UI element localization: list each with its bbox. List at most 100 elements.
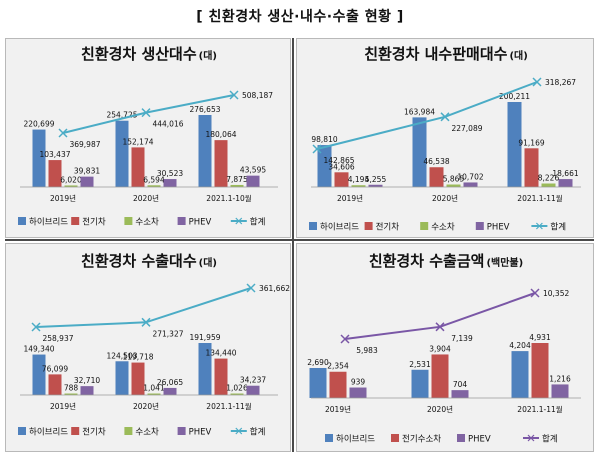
bar [334,172,349,187]
bar [147,393,161,395]
bar [246,385,260,395]
bar [80,176,94,187]
bar [507,102,522,187]
total-point-marker [58,128,68,138]
chart-panel-export-units: 친환경차 수출대수 (대) 149,340 76,099 788 32,710 2019년 1… [5,243,291,452]
bar [32,129,46,187]
category-tick-label: 2019년 [50,193,76,203]
legend-label: 전기수소차 [402,434,441,445]
bar [198,115,212,187]
category-tick-label: 2019년 [50,401,76,411]
legend-label: 하이브리드 [29,427,68,438]
legend-swatch [420,222,429,230]
bar-data-label: 103,437 [39,150,70,159]
legend-swatch [177,217,186,225]
bar-data-label: 34,606 [328,162,354,171]
legend-label: PHEV [189,218,212,228]
bar-data-label: 134,440 [205,349,236,358]
legend-swatch [18,427,26,435]
bar-data-label: 4,931 [529,333,551,342]
total-point [141,317,151,327]
legend-label: 수소차 [135,428,159,438]
bar [463,182,478,187]
legend-label: PHEV [487,223,510,233]
legend-item: 하이브리드 [18,217,68,228]
bar [115,361,129,395]
legend-item: 수소차 [124,217,159,228]
legend-label: 합계 [542,434,558,445]
bar-data-label: 3,904 [429,344,451,353]
total-point [31,322,41,332]
bar-data-label: 2,531 [409,360,431,369]
category-tick-label: 2019년 [325,404,351,414]
legend-label: 전기차 [82,427,106,438]
legend-swatch [364,222,373,230]
category-tick-label: 2020년 [133,401,159,411]
bar-data-label: 276,653 [189,105,220,114]
legend-label: 하이브리드 [29,217,68,228]
bar-data-label: 5,865 [443,175,465,184]
total-point-marker [229,90,239,100]
bar [131,362,145,395]
bar [163,387,177,395]
legend-item: 수소차 [420,222,455,233]
bar-data-label: 6,020 [60,175,82,184]
bar [531,343,549,398]
bar-data-label: 34,237 [240,376,266,385]
bar [48,160,62,187]
chart-title-text: 친환경차 생산대수 [81,45,197,63]
chart-title-unit: (대) [199,256,217,269]
category-tick-label: 2021.1-11월 [206,401,251,411]
legend-item: 전기차 [364,222,400,233]
bar-data-label: 124,503 [106,351,137,360]
bar [163,179,177,187]
total-point-marker [440,112,450,122]
bar-data-label: 32,710 [74,376,100,385]
total-point [58,128,68,138]
total-point [340,334,350,344]
legend-item: 합계 [523,434,558,445]
bar [558,179,573,187]
legend-label: 수소차 [135,218,159,228]
total-point-marker [31,322,41,332]
category-tick-label: 2020년 [133,193,159,203]
bar [115,120,129,187]
bar-data-label: 18,661 [552,169,578,178]
bar [214,358,228,395]
bar-data-label: 2,354 [327,362,349,371]
total-data-label: 271,327 [152,329,183,338]
chart-panel-export-amount: 친환경차 수출금액 (백만불) 2,690 2,354 939 2019년 2,531 3,9… [296,243,594,452]
total-point-marker [141,108,151,118]
legend-marker [527,434,535,442]
total-point-marker [435,322,445,332]
total-data-label: 7,139 [451,334,473,343]
legend-label: 하이브리드 [336,434,375,445]
chart-title-unit: (백만불) [486,256,523,269]
bar-data-label: 39,831 [74,167,100,176]
chart-title: 친환경차 수출금액 (백만불) [369,252,523,270]
bar-data-label: 704 [453,380,468,389]
bar-data-label: 5,255 [365,175,387,184]
chart-title: 친환경차 내수판매대수 (대) [364,45,528,63]
category-tick-label: 2021.1-11월 [517,404,562,414]
bar-data-label: 46,538 [423,157,449,166]
total-point-marker [312,144,322,154]
bar [147,185,161,187]
bar [412,117,427,187]
category-tick-label: 2019년 [337,193,363,203]
bar [411,369,429,398]
bar [446,184,461,187]
total-point-marker [532,77,542,87]
total-data-label: 5,983 [356,346,378,355]
legend-swatch [71,217,80,225]
legend-label: 전기차 [376,222,400,233]
total-data-label: 10,352 [543,289,569,298]
total-data-label: 369,987 [69,140,100,149]
bar [309,367,327,398]
bar-data-label: 200,211 [499,92,530,101]
bar [32,354,46,395]
bar [317,145,332,187]
bar-data-label: 180,064 [205,130,236,139]
total-data-label: 508,187 [242,91,273,100]
total-point [440,112,450,122]
